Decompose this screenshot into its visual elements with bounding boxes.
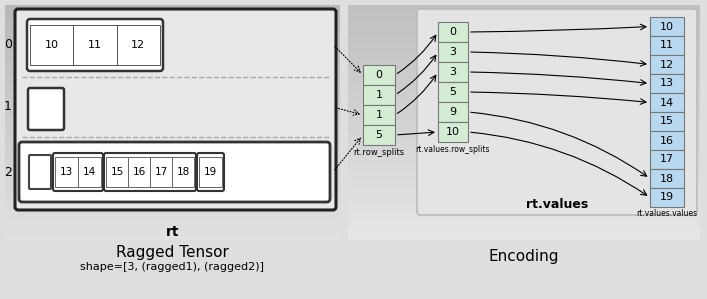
FancyBboxPatch shape bbox=[19, 142, 330, 202]
Bar bbox=[650, 169, 684, 188]
Text: 15: 15 bbox=[660, 117, 674, 126]
Text: 18: 18 bbox=[660, 173, 674, 184]
Text: 19: 19 bbox=[660, 193, 674, 202]
Text: 10: 10 bbox=[446, 127, 460, 137]
Text: 12: 12 bbox=[660, 60, 674, 69]
Text: 5: 5 bbox=[375, 130, 382, 140]
Bar bbox=[650, 17, 684, 36]
FancyBboxPatch shape bbox=[197, 153, 224, 191]
Text: 13: 13 bbox=[660, 79, 674, 89]
Bar bbox=[438, 42, 468, 62]
FancyBboxPatch shape bbox=[29, 155, 51, 189]
Bar bbox=[650, 188, 684, 207]
Text: 1: 1 bbox=[4, 100, 12, 114]
Bar bbox=[150, 157, 172, 187]
Text: 1: 1 bbox=[375, 110, 382, 120]
Bar bbox=[128, 157, 150, 187]
Text: 11: 11 bbox=[88, 40, 102, 50]
Bar bbox=[199, 157, 222, 187]
Text: 5: 5 bbox=[450, 87, 457, 97]
Bar bbox=[438, 62, 468, 82]
Bar bbox=[650, 150, 684, 169]
Text: 12: 12 bbox=[132, 40, 146, 50]
Text: rt: rt bbox=[165, 225, 180, 239]
FancyBboxPatch shape bbox=[417, 9, 697, 215]
Text: 14: 14 bbox=[83, 167, 96, 177]
Bar bbox=[363, 125, 395, 145]
Text: 18: 18 bbox=[176, 167, 189, 177]
Bar bbox=[106, 157, 128, 187]
Bar bbox=[363, 65, 395, 85]
Text: shape=[3, (ragged1), (ragged2)]: shape=[3, (ragged1), (ragged2)] bbox=[81, 262, 264, 272]
Text: 15: 15 bbox=[110, 167, 124, 177]
Bar bbox=[438, 102, 468, 122]
Text: 1: 1 bbox=[375, 90, 382, 100]
Text: rt.values.row_splits: rt.values.row_splits bbox=[416, 145, 490, 154]
Bar bbox=[74, 25, 117, 65]
Text: 3: 3 bbox=[450, 67, 457, 77]
Text: 0: 0 bbox=[450, 27, 457, 37]
Text: 17: 17 bbox=[660, 155, 674, 164]
Text: Encoding: Encoding bbox=[489, 249, 559, 265]
Bar bbox=[363, 105, 395, 125]
Text: Ragged Tensor: Ragged Tensor bbox=[116, 245, 229, 260]
Text: 13: 13 bbox=[60, 167, 73, 177]
Bar bbox=[363, 85, 395, 105]
Text: rt.values: rt.values bbox=[526, 198, 588, 210]
Text: 0: 0 bbox=[375, 70, 382, 80]
Text: 0: 0 bbox=[4, 38, 12, 51]
Text: rt.values.values: rt.values.values bbox=[636, 209, 698, 218]
Text: 10: 10 bbox=[660, 22, 674, 31]
Bar bbox=[650, 36, 684, 55]
Bar bbox=[55, 157, 78, 187]
Bar bbox=[650, 112, 684, 131]
Bar bbox=[172, 157, 194, 187]
Bar bbox=[438, 122, 468, 142]
Text: 14: 14 bbox=[660, 97, 674, 108]
Bar bbox=[650, 131, 684, 150]
Bar bbox=[117, 25, 160, 65]
FancyBboxPatch shape bbox=[27, 19, 163, 71]
Bar bbox=[438, 22, 468, 42]
Text: 16: 16 bbox=[132, 167, 146, 177]
FancyBboxPatch shape bbox=[53, 153, 103, 191]
Text: 3: 3 bbox=[450, 47, 457, 57]
Bar bbox=[30, 25, 74, 65]
Text: 11: 11 bbox=[660, 40, 674, 51]
Bar bbox=[78, 157, 101, 187]
Text: 17: 17 bbox=[154, 167, 168, 177]
Text: 16: 16 bbox=[660, 135, 674, 146]
Text: 19: 19 bbox=[204, 167, 217, 177]
Text: 9: 9 bbox=[450, 107, 457, 117]
Bar bbox=[438, 82, 468, 102]
Text: 2: 2 bbox=[4, 166, 12, 179]
FancyBboxPatch shape bbox=[15, 9, 336, 210]
FancyBboxPatch shape bbox=[104, 153, 196, 191]
Bar bbox=[650, 55, 684, 74]
Text: rt.row_splits: rt.row_splits bbox=[354, 148, 404, 157]
Text: 10: 10 bbox=[45, 40, 59, 50]
Bar bbox=[650, 74, 684, 93]
Bar bbox=[650, 93, 684, 112]
FancyBboxPatch shape bbox=[28, 88, 64, 130]
